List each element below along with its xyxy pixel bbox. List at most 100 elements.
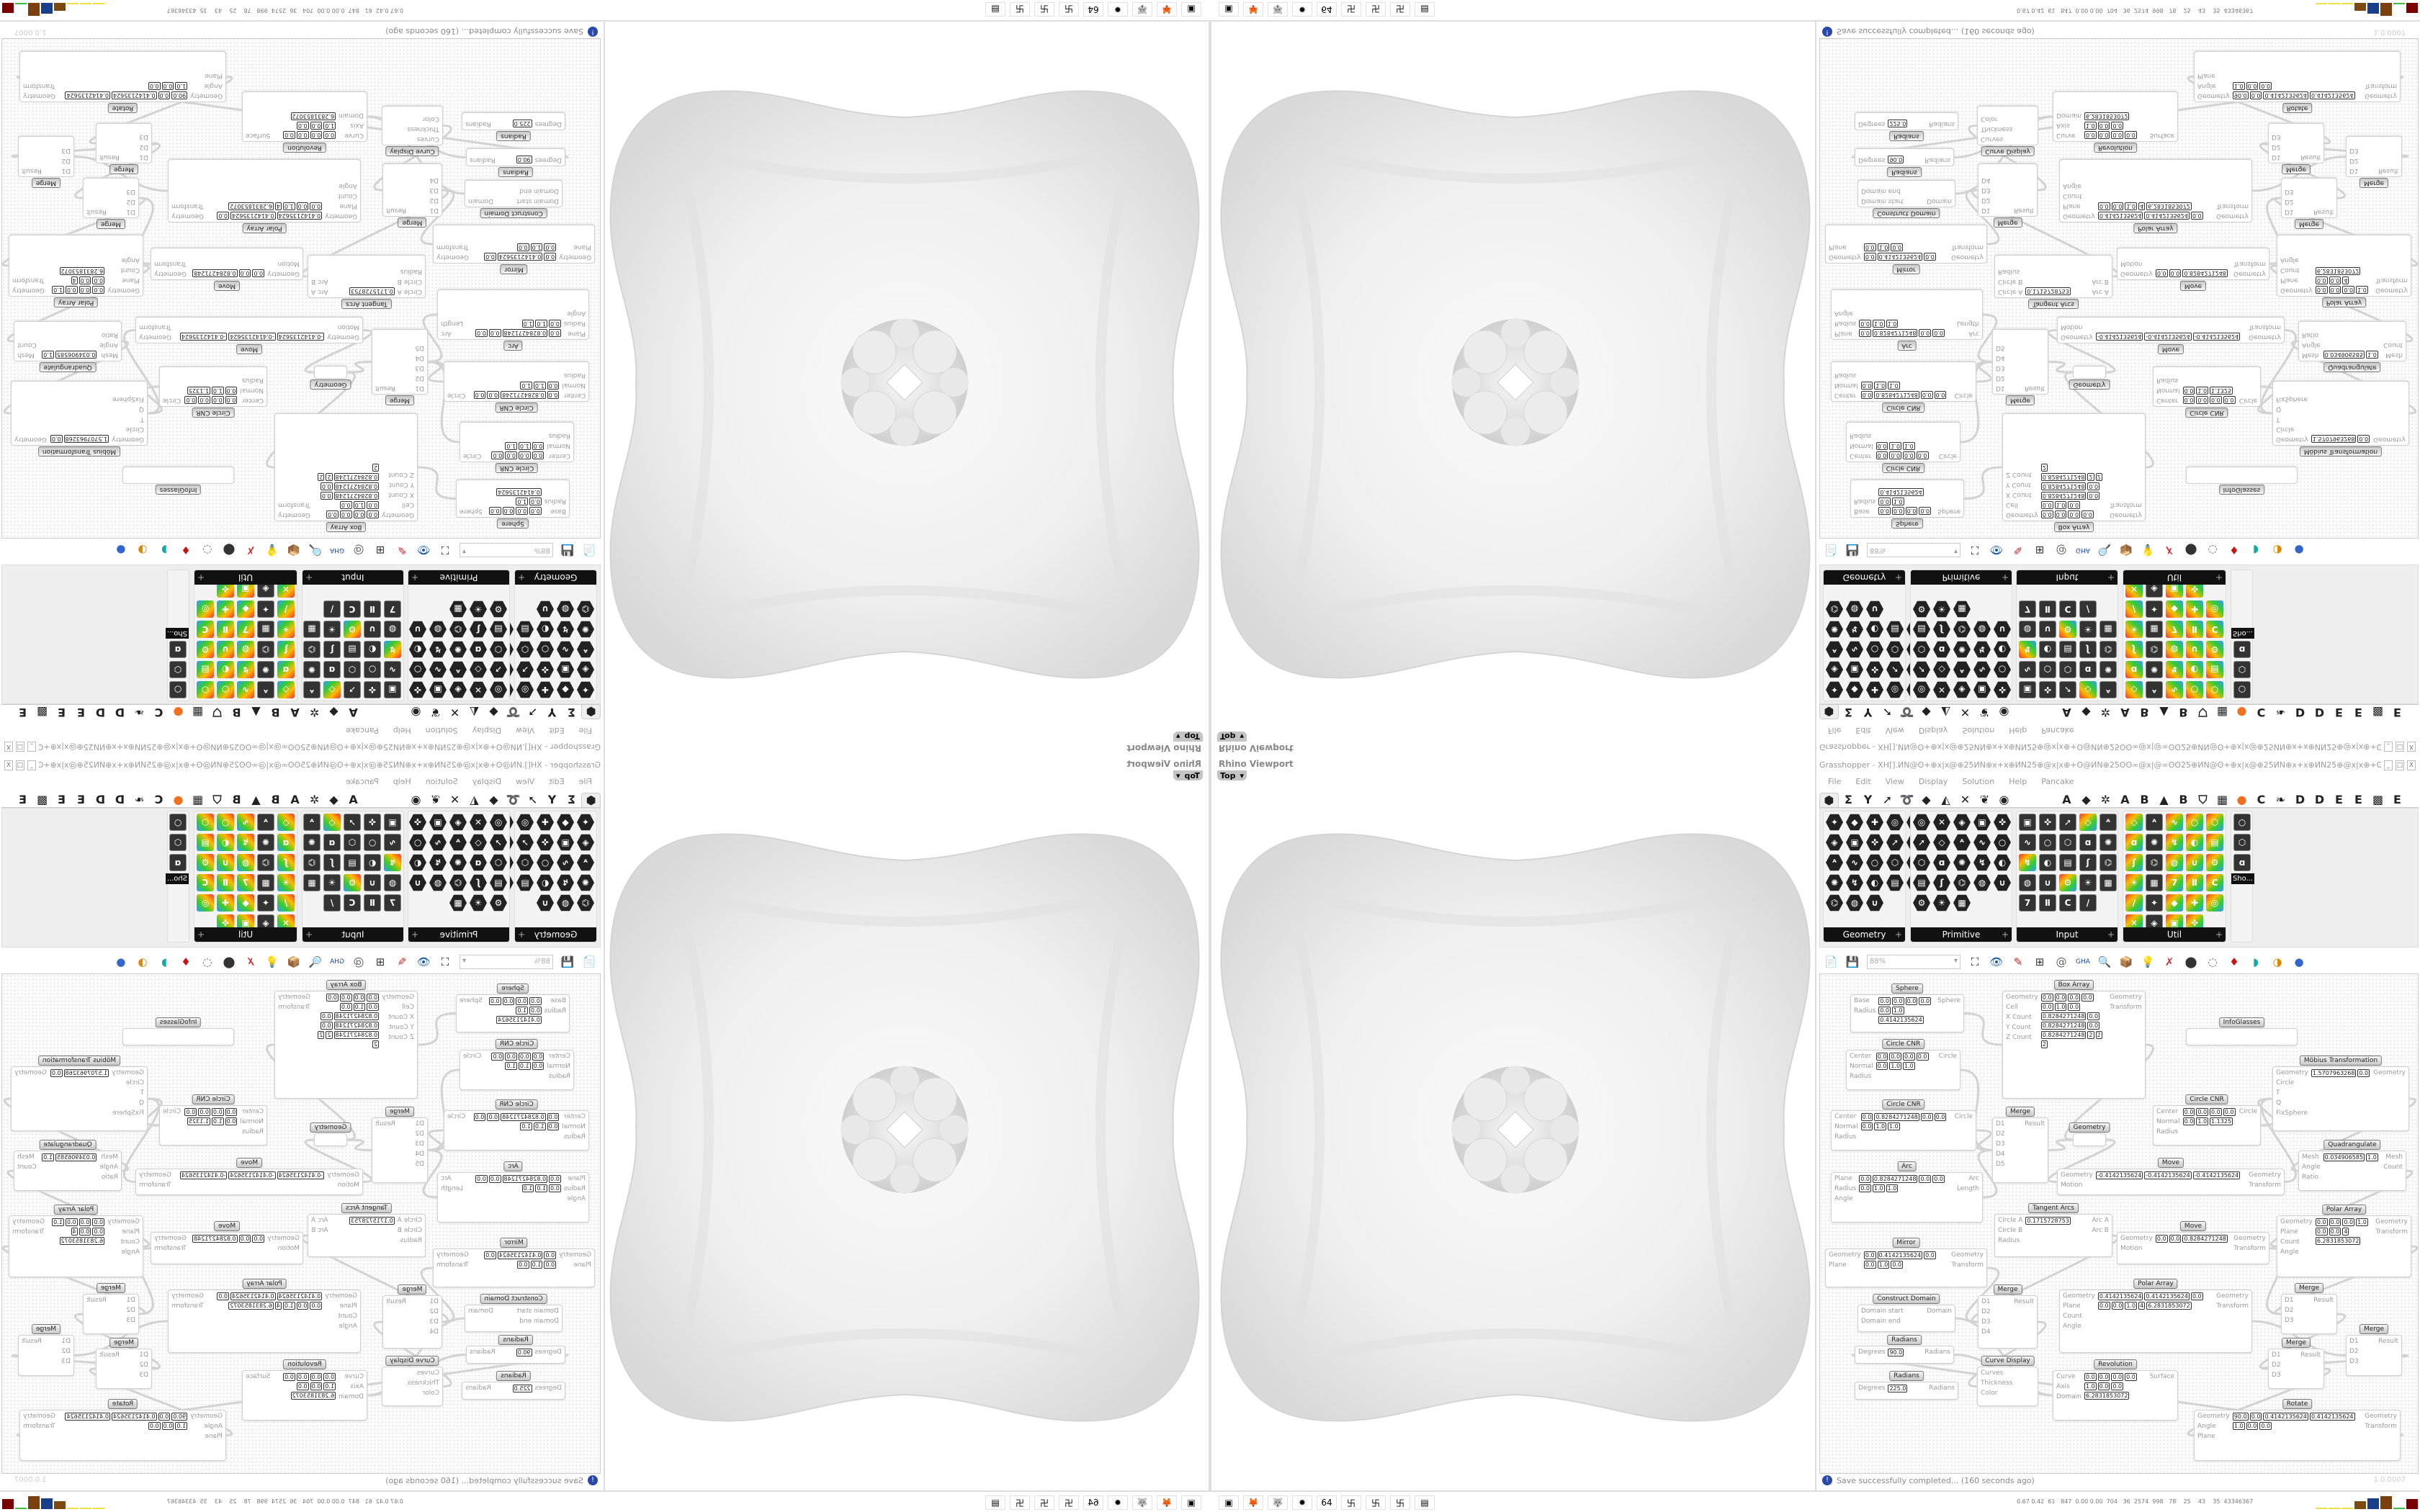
value-field[interactable]: 0.0 bbox=[2111, 122, 2124, 130]
node-title[interactable]: Mirror bbox=[500, 1238, 528, 1248]
input-param[interactable]: Normal bbox=[1850, 1063, 1873, 1070]
value-field[interactable]: 0.0 bbox=[544, 1261, 557, 1269]
value-field[interactable]: 0.0 bbox=[353, 510, 366, 518]
input-param[interactable]: D3 bbox=[1996, 1140, 2005, 1148]
node-box-array[interactable]: Box Array Geometry Cell X Count Y Count Z Cou… bbox=[274, 413, 418, 532]
node-title[interactable]: Construct Domain bbox=[480, 1294, 547, 1304]
node-title[interactable]: Merge bbox=[2005, 395, 2035, 405]
rhino-viewport[interactable]: Rhino Viewport Top ▾ bbox=[605, 756, 1210, 1490]
value-field[interactable]: 90.0 bbox=[1888, 1349, 1904, 1356]
component-icon[interactable]: / bbox=[2079, 894, 2097, 912]
input-param[interactable]: Plane bbox=[122, 1228, 140, 1236]
input-param[interactable]: Radius bbox=[544, 1007, 566, 1014]
value-field[interactable]: 6.2831853072 bbox=[2084, 1392, 2130, 1400]
input-param[interactable]: D5 bbox=[1996, 1161, 2005, 1168]
component-icon[interactable]: ɑ bbox=[2079, 834, 2097, 851]
value-field[interactable]: 0.0 bbox=[1891, 243, 1904, 251]
value-field[interactable]: 0.0 bbox=[326, 994, 339, 1002]
value-field[interactable]: 0.0 bbox=[198, 1108, 210, 1116]
red-app-icon[interactable]: ✹ bbox=[1108, 2, 1128, 17]
save-icon[interactable]: 💾 bbox=[1845, 955, 1860, 968]
value-field[interactable]: 0.0 bbox=[310, 1373, 323, 1381]
value-field[interactable]: 0.0 bbox=[2081, 994, 2094, 1002]
output-param[interactable]: Geometry bbox=[1951, 1251, 1984, 1259]
value-field[interactable]: -0.4142135624 bbox=[179, 1171, 228, 1179]
terminal-icon[interactable]: ▣ bbox=[1181, 2, 1201, 17]
value-field[interactable]: 0.0 bbox=[158, 1413, 171, 1421]
value-field[interactable]: 0.0 bbox=[1916, 1053, 1929, 1061]
value-field[interactable]: 90.0 bbox=[171, 1413, 188, 1421]
input-param[interactable]: Center bbox=[548, 1053, 570, 1060]
node-radians[interactable]: Radians Degrees 90.0 Radians bbox=[1855, 148, 1954, 177]
value-field[interactable]: 0.0 bbox=[310, 122, 323, 130]
output-param[interactable]: Geometry bbox=[12, 287, 45, 294]
output-param[interactable]: Transform bbox=[436, 1261, 469, 1269]
output-param[interactable]: Radians bbox=[465, 120, 491, 127]
input-param[interactable]: D1 bbox=[2285, 208, 2294, 215]
node-sphere[interactable]: Sphere Base Radius 0.0 0.0 0.0 0.0 0.0 1.0 0.4142… bbox=[1850, 984, 1964, 1032]
input-param[interactable]: D4 bbox=[429, 176, 439, 184]
tab-icon[interactable]: E bbox=[2335, 793, 2343, 806]
output-param[interactable]: Geometry bbox=[2216, 1292, 2249, 1300]
input-param[interactable]: D1 bbox=[429, 207, 439, 214]
component-icon[interactable]: ◐ bbox=[2039, 854, 2056, 871]
value-field[interactable]: 0.0 bbox=[310, 1382, 323, 1390]
input-param[interactable]: D2 bbox=[2285, 1307, 2294, 1314]
output-param[interactable]: Geometry bbox=[2233, 270, 2266, 277]
input-param[interactable]: Angle bbox=[204, 82, 223, 89]
node-sphere[interactable]: Sphere Base Radius 0.0 0.0 0.0 0.0 0.0 1.0 0.4142… bbox=[456, 480, 570, 528]
value-field[interactable]: 0.8284271248 bbox=[501, 1113, 546, 1121]
input-param[interactable]: Z Count bbox=[2006, 1034, 2032, 1041]
value-field[interactable]: 0.0 bbox=[320, 492, 333, 500]
value-field[interactable]: 0.0 bbox=[2190, 212, 2203, 220]
input-param[interactable]: Plane bbox=[1834, 1175, 1852, 1182]
value-field[interactable]: 0.4142135624 bbox=[2263, 1413, 2308, 1421]
value-field[interactable]: -0.4142135624 bbox=[277, 333, 325, 341]
value-field[interactable]: 0.4142135624 bbox=[1878, 1016, 1924, 1024]
node-title[interactable]: Merge bbox=[398, 1284, 427, 1295]
tab-icon[interactable]: B bbox=[2179, 793, 2188, 806]
toolbar-icon[interactable]: ◗ bbox=[2253, 955, 2259, 968]
value-field[interactable]: 0.0 bbox=[1876, 442, 1888, 450]
component-icon[interactable]: ᴬ bbox=[2146, 814, 2163, 831]
node-circle-cnr[interactable]: Circle CNR Center Normal Radius 0.0 0.8284271… bbox=[444, 1099, 589, 1151]
value-field[interactable]: 6.2831853072 bbox=[2146, 202, 2192, 210]
value-field[interactable]: 0.0 bbox=[2111, 1382, 2124, 1390]
node-infoglasses[interactable]: InfoGlasses bbox=[122, 1017, 234, 1045]
output-param[interactable]: Result bbox=[86, 208, 107, 215]
output-param[interactable]: Geometry bbox=[2375, 287, 2408, 294]
node-title[interactable]: Move bbox=[213, 1221, 241, 1231]
value-field[interactable]: 2 bbox=[2087, 473, 2094, 481]
value-field[interactable]: 0.0 bbox=[2249, 1413, 2262, 1421]
value-field[interactable]: 0.0 bbox=[532, 1062, 544, 1070]
input-param[interactable]: Plane bbox=[1834, 330, 1852, 337]
value-field[interactable]: 1.0 bbox=[2356, 1218, 2368, 1226]
value-field[interactable]: 0.0 bbox=[1859, 1184, 1871, 1192]
shade-icon[interactable]: ⬤ bbox=[2184, 955, 2197, 968]
output-param[interactable]: Result bbox=[2378, 167, 2398, 174]
value-field[interactable]: 1.1325 bbox=[2210, 1117, 2233, 1125]
output-param[interactable]: Length bbox=[1956, 320, 1979, 327]
red-app-icon[interactable]: ✹ bbox=[1292, 2, 1312, 17]
component-icon[interactable]: ◍ bbox=[1973, 874, 1991, 891]
value-field[interactable]: 1.0 bbox=[505, 1062, 517, 1070]
node-move[interactable]: Move Geometry Motion -0.4142135624 -0.414213… bbox=[135, 317, 363, 354]
input-param[interactable]: FixSphere bbox=[2276, 395, 2308, 402]
value-field[interactable]: 1.0 bbox=[353, 1003, 366, 1011]
tab-icon[interactable]: Y bbox=[1863, 793, 1873, 806]
input-param[interactable]: Degrees bbox=[534, 120, 562, 127]
value-field[interactable]: 1.0 bbox=[1888, 1122, 1900, 1130]
value-field[interactable]: 0.0 bbox=[502, 997, 515, 1005]
value-field[interactable]: 0.0 bbox=[1889, 1053, 1902, 1061]
expand-icon[interactable]: + bbox=[2215, 930, 2223, 940]
input-param[interactable]: Normal bbox=[2156, 387, 2180, 394]
input-param[interactable]: Angle bbox=[2063, 1323, 2081, 1330]
node-m-bius-transformation[interactable]: Möbius Transformation Geometry Circle T Q Fix… bbox=[11, 1056, 148, 1131]
input-param[interactable]: Domain bbox=[339, 112, 364, 119]
input-param[interactable]: D3 bbox=[2349, 1358, 2359, 1365]
output-param[interactable]: Circle bbox=[1938, 1053, 1957, 1060]
input-param[interactable]: Degrees bbox=[1858, 156, 1886, 163]
node-title[interactable]: Construct Domain bbox=[480, 208, 547, 218]
node-title[interactable]: Merge bbox=[2281, 1338, 2311, 1348]
input-param[interactable]: Ratio bbox=[2302, 331, 2319, 338]
